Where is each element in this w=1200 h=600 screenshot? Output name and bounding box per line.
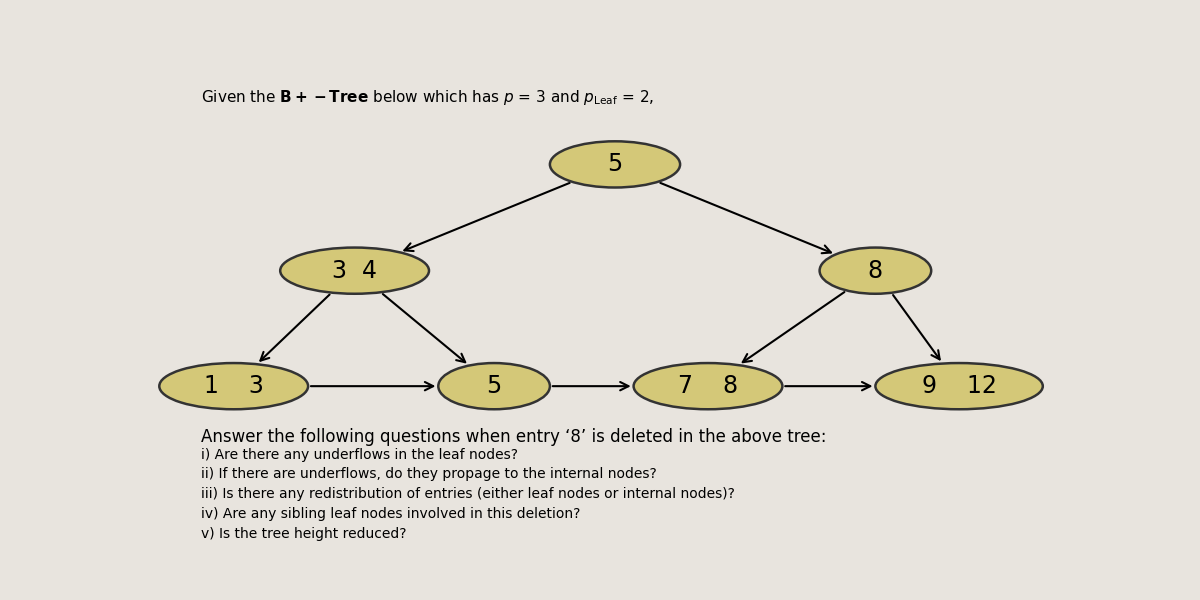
Ellipse shape xyxy=(876,363,1043,409)
Text: 1    3: 1 3 xyxy=(204,374,264,398)
Ellipse shape xyxy=(160,363,308,409)
Text: v) Is the tree height reduced?: v) Is the tree height reduced? xyxy=(202,527,407,541)
Ellipse shape xyxy=(438,363,550,409)
Text: 8: 8 xyxy=(868,259,883,283)
Text: 9    12: 9 12 xyxy=(922,374,996,398)
Text: Answer the following questions when entry ‘8’ is deleted in the above tree:: Answer the following questions when entr… xyxy=(202,428,827,446)
Text: Given the $\mathbf{B+-Tree}$ below which has $p$ = 3 and $p_{\mathrm{Leaf}}$ = 2: Given the $\mathbf{B+-Tree}$ below which… xyxy=(202,88,654,107)
Ellipse shape xyxy=(281,248,430,294)
Text: 5: 5 xyxy=(486,374,502,398)
Ellipse shape xyxy=(550,141,680,187)
Text: iii) Is there any redistribution of entries (either leaf nodes or internal nodes: iii) Is there any redistribution of entr… xyxy=(202,487,736,502)
Ellipse shape xyxy=(820,248,931,294)
Text: iv) Are any sibling leaf nodes involved in this deletion?: iv) Are any sibling leaf nodes involved … xyxy=(202,507,581,521)
Text: i) Are there any underflows in the leaf nodes?: i) Are there any underflows in the leaf … xyxy=(202,448,518,461)
Text: 3  4: 3 4 xyxy=(332,259,377,283)
Text: ii) If there are underflows, do they propage to the internal nodes?: ii) If there are underflows, do they pro… xyxy=(202,467,656,481)
Text: 5: 5 xyxy=(607,152,623,176)
Text: 7    8: 7 8 xyxy=(678,374,738,398)
Ellipse shape xyxy=(634,363,782,409)
